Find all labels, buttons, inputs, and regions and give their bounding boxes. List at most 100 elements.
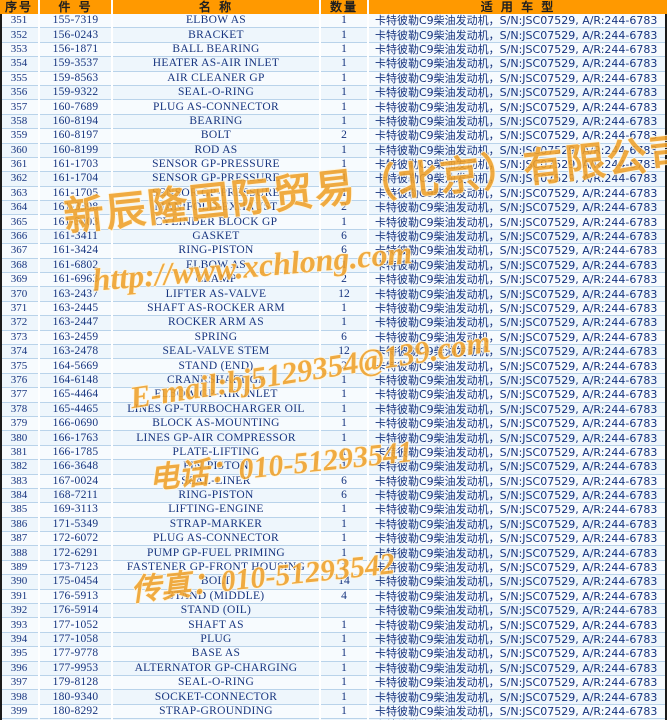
cell-name: PIN-PISTON xyxy=(111,459,320,475)
cell-seq: 383 xyxy=(0,474,39,489)
cell-model: 卡特彼勒C9柴油发动机，S/N:JSC07529, A/R:244-6783 xyxy=(367,661,667,676)
table-row: 378 165-4465 LINES GP-TURBOCHARGER OIL 1 卡特彼… xyxy=(0,402,667,417)
cell-quantity: 6 xyxy=(319,243,368,259)
cell-seq: 392 xyxy=(0,603,39,619)
cell-part-number: 172-6072 xyxy=(38,531,112,547)
cell-model: 卡特彼勒C9柴油发动机，S/N:JSC07529, A/R:244-6783 xyxy=(367,85,667,101)
cell-name: BASE AS xyxy=(111,646,320,662)
cell-model: 卡特彼勒C9柴油发动机，S/N:JSC07529, A/R:244-6783 xyxy=(367,258,667,274)
cell-seq: 372 xyxy=(0,315,39,331)
table-row: 359 160-8197 BOLT 2 卡特彼勒C9柴油发动机，S/N:JSC07529… xyxy=(0,128,667,144)
cell-model: 卡特彼勒C9柴油发动机，S/N:JSC07529, A/R:244-6783 xyxy=(367,445,667,461)
table-row: 353 156-1871 BALL BEARING 1 卡特彼勒C9柴油发动机，S/N:… xyxy=(0,42,667,58)
cell-seq: 368 xyxy=(0,258,39,274)
cell-seq: 366 xyxy=(0,229,39,245)
cell-quantity: 1 xyxy=(319,99,368,115)
table-row: 367 161-3424 RING-PISTON 6 卡特彼勒C9柴油发动机，S/N:J… xyxy=(0,243,667,259)
table-row: 360 160-8199 ROD AS 1 卡特彼勒C9柴油发动机，S/N:JSC075… xyxy=(0,143,667,158)
cell-quantity: 1 xyxy=(319,71,368,86)
cell-part-number: 161-3411 xyxy=(38,229,112,245)
cell-model: 卡特彼勒C9柴油发动机，S/N:JSC07529, A/R:244-6783 xyxy=(367,416,667,432)
cell-model: 卡特彼勒C9柴油发动机，S/N:JSC07529, A/R:244-6783 xyxy=(367,42,667,58)
column-header-name: 名 称 xyxy=(111,0,320,14)
cell-name: FASTENER GP-FRONT HOUSING xyxy=(111,560,320,576)
cell-seq: 389 xyxy=(0,560,39,576)
page-border-left xyxy=(0,14,2,720)
table-row: 387 172-6072 PLUG AS-CONNECTOR 1 卡特彼勒C9柴油发动机… xyxy=(0,531,667,547)
cell-quantity: 1 xyxy=(319,258,368,274)
cell-part-number: 156-0243 xyxy=(38,27,112,43)
cell-name: CLAMP xyxy=(111,272,320,288)
cell-quantity: 1 xyxy=(319,632,368,648)
table-row: 373 163-2459 SPRING 6 卡特彼勒C9柴油发动机，S/N:JSC075… xyxy=(0,330,667,345)
cell-quantity: 1 xyxy=(319,459,368,475)
cell-part-number: 159-9322 xyxy=(38,85,112,101)
cell-name: ROD AS xyxy=(111,143,320,158)
cell-part-number: 177-9778 xyxy=(38,646,112,662)
cell-seq: 362 xyxy=(0,171,39,187)
table-row: 382 166-3648 PIN-PISTON 1 卡特彼勒C9柴油发动机，S/N:JS… xyxy=(0,459,667,475)
table-row: 355 159-8563 AIR CLEANER GP 1 卡特彼勒C9柴油发动机，S/… xyxy=(0,71,667,86)
cell-seq: 369 xyxy=(0,272,39,288)
table-row: 379 166-0690 BLOCK AS-MOUNTING 1 卡特彼勒C9柴油发动机… xyxy=(0,416,667,432)
cell-name: HEATER AS-AIR INLET xyxy=(111,56,320,72)
cell-model: 卡特彼勒C9柴油发动机，S/N:JSC07529, A/R:244-6783 xyxy=(367,14,667,29)
table-row: 357 160-7689 PLUG AS-CONNECTOR 1 卡特彼勒C9柴油发动机… xyxy=(0,99,667,115)
cell-model: 卡特彼勒C9柴油发动机，S/N:JSC07529, A/R:244-6783 xyxy=(367,358,667,374)
cell-model: 卡特彼勒C9柴油发动机，S/N:JSC07529, A/R:244-6783 xyxy=(367,171,667,187)
cell-name: SHAFT AS xyxy=(111,617,320,633)
cell-part-number: 161-6802 xyxy=(38,258,112,274)
cell-name: LINES GP-AIR COMPRESSOR xyxy=(111,430,320,446)
cell-name: ALTERNATOR GP-CHARGING xyxy=(111,661,320,676)
cell-name: BRACKET xyxy=(111,27,320,43)
cell-quantity: 1 xyxy=(319,545,368,561)
column-header-part: 件 号 xyxy=(38,0,112,14)
cell-model: 卡特彼勒C9柴油发动机，S/N:JSC07529, A/R:244-6783 xyxy=(367,330,667,345)
cell-quantity: 1 xyxy=(319,430,368,446)
cell-seq: 397 xyxy=(0,675,39,691)
cell-quantity: 6 xyxy=(319,488,368,504)
cell-model: 卡特彼勒C9柴油发动机，S/N:JSC07529, A/R:244-6783 xyxy=(367,114,667,130)
cell-name: ELBOW AS xyxy=(111,258,320,274)
table-row: 362 161-1704 SENSOR GP-PRESSURE 1 卡特彼勒C9柴油发动… xyxy=(0,171,667,187)
cell-model: 卡特彼勒C9柴油发动机，S/N:JSC07529, A/R:244-6783 xyxy=(367,617,667,633)
page-border-right xyxy=(665,14,667,720)
cell-name: PLUG AS-CONNECTOR xyxy=(111,99,320,115)
cell-model: 卡特彼勒C9柴油发动机，S/N:JSC07529, A/R:244-6783 xyxy=(367,99,667,115)
column-header-seq: 序号 xyxy=(0,0,39,14)
table-row: 381 166-1785 PLATE-LIFTING 1 卡特彼勒C9柴油发动机，S/N… xyxy=(0,445,667,461)
table-row: 366 161-3411 GASKET 6 卡特彼勒C9柴油发动机，S/N:JSC075… xyxy=(0,229,667,245)
table-row: 394 177-1058 PLUG 1 卡特彼勒C9柴油发动机，S/N:JSC07529… xyxy=(0,632,667,648)
table-row: 351 155-7319 ELBOW AS 1 卡特彼勒C9柴油发动机，S/N:JSC0… xyxy=(0,14,667,29)
cell-name: RING-PISTON xyxy=(111,243,320,259)
cell-seq: 378 xyxy=(0,402,39,417)
table-row: 363 161-1705 SENSOR GP-PRESSURE 1 卡特彼勒C9柴油发动… xyxy=(0,186,667,202)
cell-name: STAND (OIL) xyxy=(111,603,320,619)
table-row: 399 180-8292 STRAP-GROUNDING 1 卡特彼勒C9柴油发动机，S… xyxy=(0,704,667,720)
cell-part-number: 168-7211 xyxy=(38,488,112,504)
cell-name: PLUG AS-CONNECTOR xyxy=(111,531,320,547)
cell-name: PUMP GP-FUEL PRIMING xyxy=(111,545,320,561)
cell-model: 卡特彼勒C9柴油发动机，S/N:JSC07529, A/R:244-6783 xyxy=(367,214,667,230)
cell-model: 卡特彼勒C9柴油发动机，S/N:JSC07529, A/R:244-6783 xyxy=(367,675,667,691)
cell-seq: 394 xyxy=(0,632,39,648)
cell-part-number: 161-6963 xyxy=(38,272,112,288)
cell-quantity: 1 xyxy=(319,646,368,662)
cell-seq: 375 xyxy=(0,358,39,374)
cell-name: LIFTER AS-VALVE xyxy=(111,286,320,302)
cell-seq: 398 xyxy=(0,689,39,705)
cell-part-number: 175-0454 xyxy=(38,574,112,590)
table-row: 354 159-3537 HEATER AS-AIR INLET 1 卡特彼勒C9柴油发… xyxy=(0,56,667,72)
cell-seq: 361 xyxy=(0,157,39,173)
cell-part-number: 160-7689 xyxy=(38,99,112,115)
cell-model: 卡特彼勒C9柴油发动机，S/N:JSC07529, A/R:244-6783 xyxy=(367,517,667,533)
cell-part-number: 165-4465 xyxy=(38,402,112,417)
cell-quantity: 1 xyxy=(319,214,368,230)
cell-model: 卡特彼勒C9柴油发动机，S/N:JSC07529, A/R:244-6783 xyxy=(367,186,667,202)
cell-seq: 390 xyxy=(0,574,39,590)
cell-quantity: 1 xyxy=(319,560,368,576)
table-row: 368 161-6802 ELBOW AS 1 卡特彼勒C9柴油发动机，S/N:JSC0… xyxy=(0,258,667,274)
cell-part-number: 160-8199 xyxy=(38,143,112,158)
table-row: 388 172-6291 PUMP GP-FUEL PRIMING 1 卡特彼勒C9柴油… xyxy=(0,545,667,561)
table-row: 364 161-3398 MANIFOLD-EXHAUST 2 卡特彼勒C9柴油发动机，… xyxy=(0,200,667,216)
